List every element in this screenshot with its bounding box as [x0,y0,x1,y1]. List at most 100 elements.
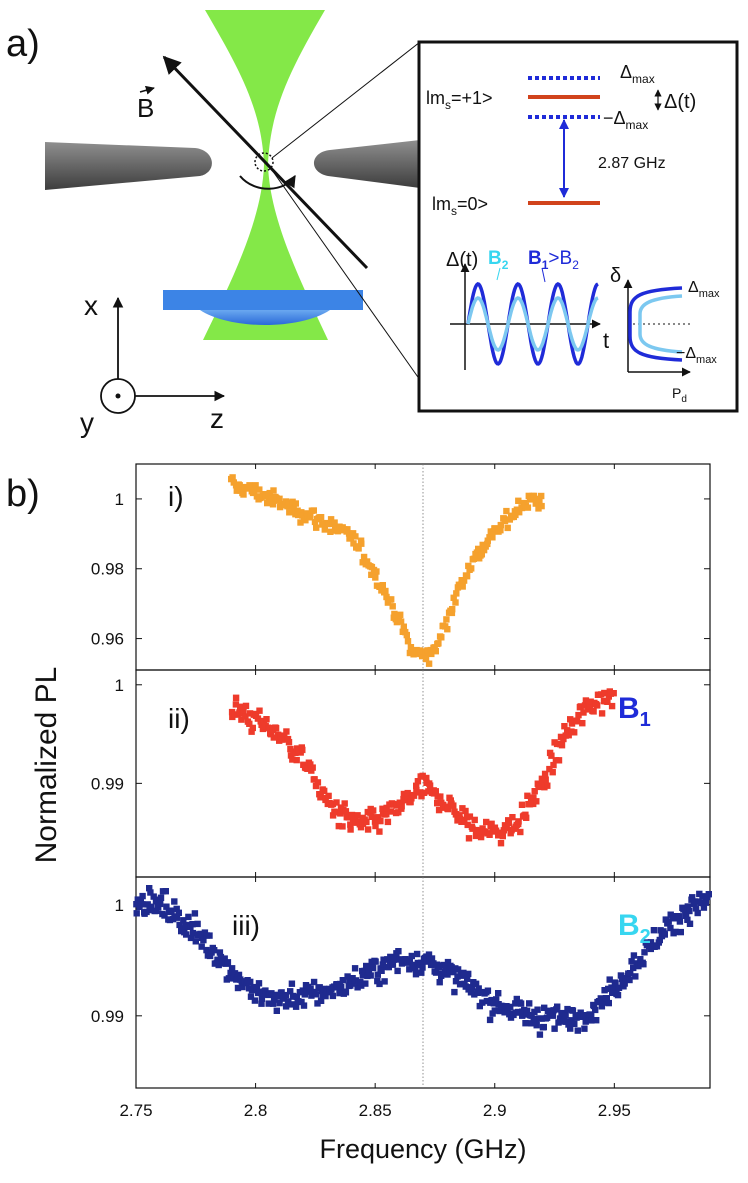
osc-b2-pointer [496,267,501,281]
data-point [667,924,674,932]
data-point [393,802,400,809]
data-point [567,1025,574,1032]
data-point [292,500,299,507]
data-point [175,909,182,916]
data-point [246,720,253,727]
data-point [396,799,403,806]
data-point [580,1012,587,1019]
data-point [288,980,296,987]
data-point [280,995,288,1002]
data-point [372,822,379,830]
data-point [419,964,426,971]
data-point [375,814,382,821]
data-point [459,583,466,590]
data-point [335,822,342,830]
data-point [266,489,273,497]
data-point [605,999,612,1007]
data-point [588,1017,595,1024]
data-point [197,930,204,938]
data-point [298,998,305,1006]
data-point [567,716,574,723]
data-point [147,889,154,896]
density-y-label: δ [610,265,621,287]
data-point [276,495,283,502]
data-point [173,905,180,913]
data-point [327,528,334,535]
data-point [637,956,644,963]
data-point [404,638,412,645]
data-point [265,1000,272,1007]
data-point [369,964,377,971]
subplot-iii: 0.99 1 iii) 2.75 2.8 2.85 2.9 2.95 [91,876,712,1120]
data-point [684,903,691,910]
data-point [534,1006,541,1013]
osc-y-label: Δ(t) [446,249,478,271]
data-point [310,978,318,986]
data-point [560,735,567,743]
data-point [397,618,405,625]
data-point [452,978,460,985]
data-point [423,774,430,782]
data-point [352,533,359,540]
data-point [321,526,328,533]
data-point [263,716,270,723]
data-point [590,708,597,715]
data-point [431,644,438,651]
data-point [277,732,285,739]
data-point [384,818,392,826]
data-point [542,776,549,783]
data-point [554,1003,561,1010]
data-point [189,929,197,937]
energy-level-inset: lms=+1> lms=0> Δmax −Δmax Δ(t) 2.87 GHz … [417,40,739,413]
data-point [285,739,293,746]
ms-plus-label: lms=+1> [426,88,493,112]
data-point [278,989,285,996]
data-point [388,808,395,815]
data-point [379,961,386,968]
data-point [248,728,255,735]
data-point [617,972,625,979]
data-point [339,823,346,830]
data-point [150,893,157,900]
data-point [372,574,379,581]
data-point [680,906,687,913]
x-tick-label: 2.9 [483,1101,507,1120]
data-point [451,988,458,996]
data-point [247,978,254,986]
data-point [412,971,420,978]
data-point [354,812,361,819]
data-point [577,703,584,710]
data-point [302,517,309,524]
data-point [513,995,520,1003]
data-point [270,487,277,494]
data-point [424,647,431,654]
data-point [528,1020,535,1027]
data-point [242,713,249,720]
data-point [503,507,510,515]
ms-zero-label: lms=0> [432,194,488,218]
data-point [354,984,361,991]
data-point [211,947,218,954]
data-point [515,818,522,825]
data-point [612,980,619,987]
data-point [416,647,424,654]
data-point [598,710,606,717]
data-point [292,1003,300,1010]
data-point [255,980,263,987]
data-point [677,928,684,936]
data-point [499,1004,507,1011]
data-point [463,573,471,580]
data-point [294,507,301,514]
data-point [546,765,553,773]
data-point [180,917,187,924]
data-point [163,903,170,910]
data-point [379,582,386,589]
y-tick-label: 1 [115,676,124,695]
data-point [256,988,264,995]
data-point [238,716,245,723]
delta-t-label: Δ(t) [664,91,696,113]
data-point [488,820,495,827]
data-point [311,776,318,783]
data-point [216,949,224,956]
